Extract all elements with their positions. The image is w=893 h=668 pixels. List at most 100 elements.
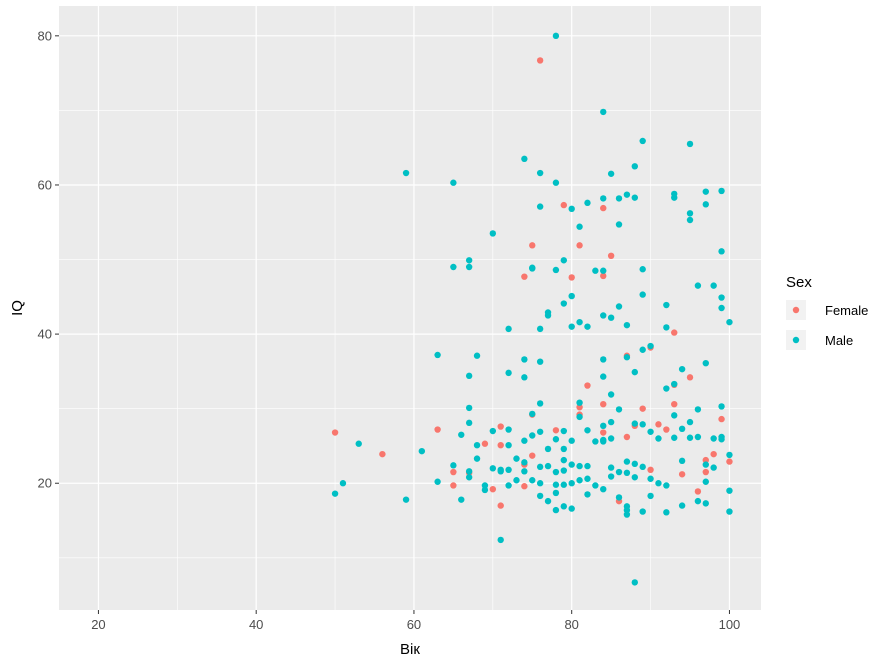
point-male: [600, 373, 607, 380]
point-male: [584, 491, 591, 498]
point-male: [726, 508, 733, 515]
point-male: [631, 420, 638, 427]
point-male: [505, 442, 512, 449]
point-male: [726, 451, 733, 459]
point-male: [465, 474, 473, 481]
point-male: [560, 445, 568, 453]
y-tick-label: 20: [38, 476, 52, 491]
point-male: [718, 304, 725, 312]
point-male: [639, 346, 646, 353]
point-male: [465, 468, 473, 475]
point-male: [450, 179, 457, 186]
x-tick-label: 40: [249, 617, 263, 632]
point-female: [726, 458, 733, 465]
point-male: [552, 436, 560, 443]
point-male: [568, 323, 575, 330]
point-male: [560, 427, 568, 435]
point-male: [718, 403, 725, 410]
point-female: [584, 382, 591, 389]
point-male: [647, 492, 654, 500]
point-female: [331, 429, 339, 436]
point-male: [434, 478, 441, 485]
point-male: [631, 460, 638, 468]
point-male: [458, 431, 465, 438]
point-male: [529, 477, 536, 484]
point-male: [639, 463, 646, 471]
point-male: [615, 303, 623, 310]
point-male: [584, 323, 591, 330]
point-female: [600, 400, 607, 408]
point-male: [694, 433, 702, 441]
point-male: [678, 365, 686, 373]
point-male: [702, 359, 709, 367]
point-male: [568, 437, 575, 444]
x-tick-label: 20: [91, 617, 105, 632]
point-male: [615, 195, 623, 202]
point-male: [536, 492, 544, 500]
point-male: [592, 267, 599, 274]
point-male: [710, 464, 717, 471]
point-male: [631, 368, 638, 376]
point-female: [536, 57, 544, 64]
point-male: [623, 511, 631, 518]
point-male: [647, 428, 654, 435]
point-male: [639, 508, 646, 515]
point-female: [671, 329, 678, 336]
point-male: [686, 140, 694, 148]
point-male: [702, 500, 709, 507]
point-female: [434, 426, 441, 433]
point-male: [600, 486, 607, 493]
y-tick-label: 40: [38, 327, 52, 342]
point-male: [544, 445, 552, 453]
point-male: [450, 263, 457, 271]
y-tick-label: 80: [38, 28, 52, 43]
point-male: [576, 413, 583, 421]
point-female: [686, 374, 694, 381]
point-male: [702, 478, 709, 485]
point-male: [655, 435, 662, 442]
point-female: [710, 450, 717, 458]
point-female: [702, 456, 709, 464]
point-male: [702, 201, 709, 208]
point-male: [607, 435, 615, 442]
data-points: [331, 32, 733, 586]
point-male: [355, 440, 362, 447]
point-female: [623, 433, 631, 441]
point-male: [552, 468, 560, 476]
point-male: [576, 477, 583, 484]
point-male: [600, 422, 607, 430]
point-male: [663, 385, 670, 392]
point-male: [552, 32, 560, 40]
point-female: [379, 450, 386, 458]
point-female: [450, 482, 457, 489]
point-male: [584, 462, 591, 470]
point-male: [450, 462, 457, 469]
y-axis-title: IQ: [9, 300, 26, 316]
point-male: [465, 263, 473, 271]
point-male: [615, 468, 623, 476]
point-female: [521, 483, 528, 490]
point-female: [560, 201, 568, 209]
point-male: [568, 205, 575, 213]
point-male: [489, 465, 497, 472]
point-male: [568, 461, 575, 468]
point-male: [718, 436, 725, 443]
point-male: [489, 230, 497, 237]
point-male: [544, 312, 552, 319]
point-male: [560, 456, 568, 464]
point-male: [686, 434, 694, 441]
point-male: [505, 369, 512, 377]
point-male: [521, 459, 528, 466]
point-male: [560, 467, 568, 474]
point-male: [536, 203, 544, 210]
point-male: [331, 490, 339, 497]
point-male: [473, 442, 481, 449]
legend-label-male: Male: [825, 333, 853, 348]
point-female: [600, 204, 607, 212]
point-male: [647, 342, 654, 350]
point-male: [513, 477, 520, 484]
point-male: [536, 480, 544, 487]
point-male: [536, 428, 544, 435]
point-male: [560, 257, 568, 264]
point-male: [718, 187, 725, 195]
